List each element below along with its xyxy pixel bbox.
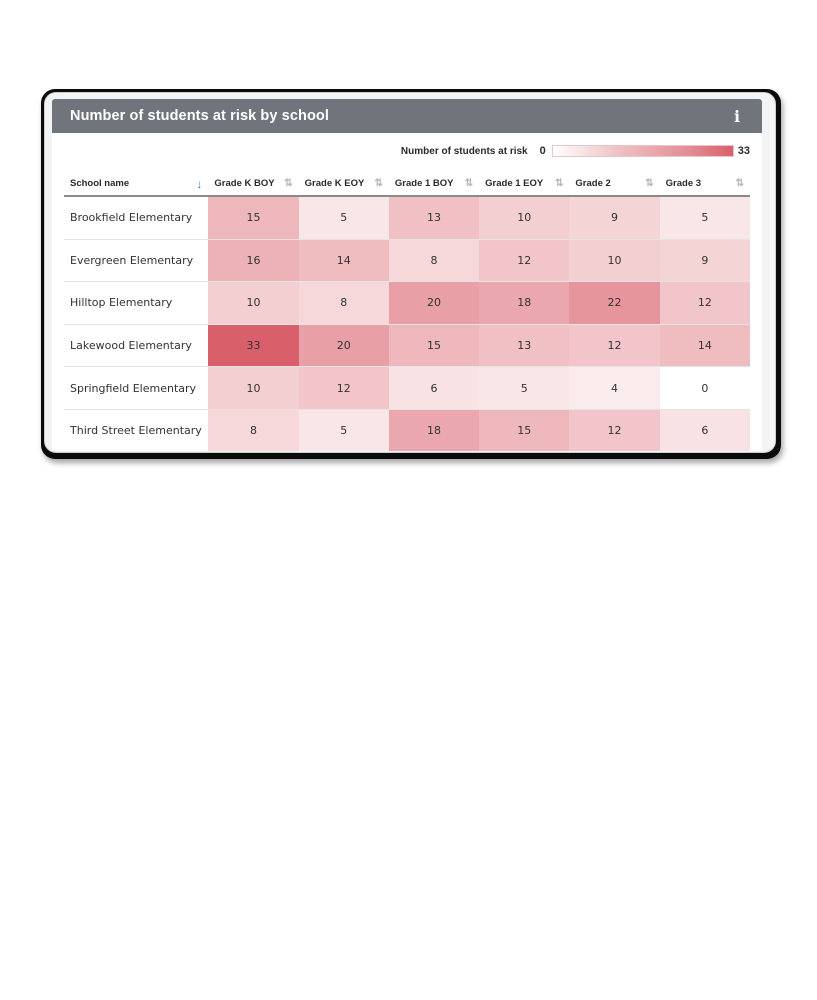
heat-cell: 12 [659,281,750,325]
heat-cell: 15 [479,409,570,451]
sort-icon[interactable]: ⇅ [374,177,383,189]
column-header-school-name[interactable]: School name ↓ [64,172,209,197]
column-label: Grade 1 EOY [485,178,544,189]
heat-cell: 12 [298,366,389,410]
heatmap-table: School name ↓ Grade K BOY ⇅ Grade K EOY ⇅ G… [64,172,750,451]
heat-cell: 15 [208,196,299,240]
column-label: Grade K BOY [214,178,275,189]
legend-gradient-bar [551,145,734,157]
heat-cell: 8 [298,281,389,325]
heat-cell: 14 [659,324,750,368]
heat-cell: 12 [569,409,660,451]
column-label: Grade 2 [575,178,611,189]
heat-cell: 4 [569,366,660,410]
school-name-cell: Brookfield Elementary [64,196,209,240]
heat-cell: 6 [388,366,480,410]
table-row: Lakewood Elementary 33 20 15 13 12 14 [64,324,750,368]
heat-cell: 15 [388,324,480,368]
column-header-grade-2[interactable]: Grade 2 ⇅ [569,172,660,197]
school-name-cell: Springfield Elementary [64,366,209,410]
column-label: School name [70,178,130,189]
table-row: Hilltop Elementary 10 8 20 18 22 12 [64,281,750,325]
heat-cell: 16 [208,239,299,283]
sort-icon[interactable]: ⇅ [464,177,474,189]
card-header: Number of students at risk by school i [52,99,762,133]
school-name-cell: Hilltop Elementary [64,281,209,325]
sort-icon[interactable]: ⇅ [284,177,293,189]
heat-cell: 12 [479,239,570,283]
heat-cell: 12 [569,324,660,368]
school-name-cell: Evergreen Elementary [64,239,209,283]
table-row: Brookfield Elementary 15 5 13 10 9 5 [64,196,750,240]
heat-cell: 18 [479,281,570,325]
heat-cell: 9 [569,196,660,240]
heat-cell: 8 [388,239,480,283]
column-label: Grade 3 [665,178,702,189]
heat-cell: 10 [479,196,570,240]
info-icon[interactable]: i [733,106,741,126]
heat-cell: 18 [388,409,480,451]
header-row: School name ↓ Grade K BOY ⇅ Grade K EOY ⇅ G… [64,172,750,197]
legend-min: 0 [539,145,546,157]
heat-cell: 10 [569,239,660,283]
heat-cell: 9 [659,239,750,283]
heat-cell: 13 [388,196,480,240]
table-row: Third Street Elementary 8 5 18 15 12 6 [64,409,750,451]
heat-cell: 10 [208,281,299,325]
column-header-grade-k-eoy[interactable]: Grade K EOY ⇅ [298,172,389,197]
sort-icon[interactable]: ⇅ [555,177,564,189]
heat-cell: 0 [659,366,750,410]
heat-cell: 13 [479,324,570,368]
table-row: Evergreen Elementary 16 14 8 12 10 9 [64,239,750,283]
heat-cell: 8 [208,409,299,451]
heat-cell: 5 [298,409,389,451]
heat-cell: 10 [208,366,299,410]
color-legend: Number of students at risk 0 33 [401,145,750,157]
column-header-grade-k-boy[interactable]: Grade K BOY ⇅ [208,172,299,197]
heat-cell: 22 [569,281,660,325]
column-header-grade-1-eoy[interactable]: Grade 1 EOY ⇅ [479,172,570,197]
table-row: Springfield Elementary 10 12 6 5 4 0 [64,366,750,410]
card-title: Number of students at risk by school [70,108,330,124]
heatmap-card: Number of students at risk by school i N… [52,99,762,451]
sort-icon[interactable]: ⇅ [645,177,654,189]
sort-descending-icon[interactable]: ↓ [196,176,203,191]
column-label: Grade K EOY [304,178,365,189]
heat-cell: 33 [208,324,299,368]
legend-max: 33 [737,145,750,157]
heat-cell: 5 [659,196,750,240]
heat-cell: 14 [298,239,389,283]
school-name-cell: Third Street Elementary [64,409,209,451]
sort-icon[interactable]: ⇅ [735,177,744,189]
column-header-grade-1-boy[interactable]: Grade 1 BOY ⇅ [388,172,480,197]
heat-cell: 20 [298,324,389,368]
heat-cell: 6 [659,409,750,451]
school-name-cell: Lakewood Elementary [64,324,209,368]
heat-cell: 5 [479,366,570,410]
heat-cell: 5 [298,196,389,240]
column-label: Grade 1 BOY [394,178,454,189]
column-header-grade-3[interactable]: Grade 3 ⇅ [659,172,750,197]
heat-cell: 20 [388,281,480,325]
legend-label: Number of students at risk [400,145,528,157]
